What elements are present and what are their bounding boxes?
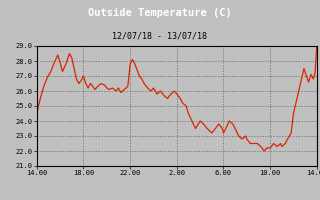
Text: Outside Temperature (C): Outside Temperature (C) <box>88 8 232 18</box>
Text: 12/07/18 - 13/07/18: 12/07/18 - 13/07/18 <box>113 31 207 40</box>
